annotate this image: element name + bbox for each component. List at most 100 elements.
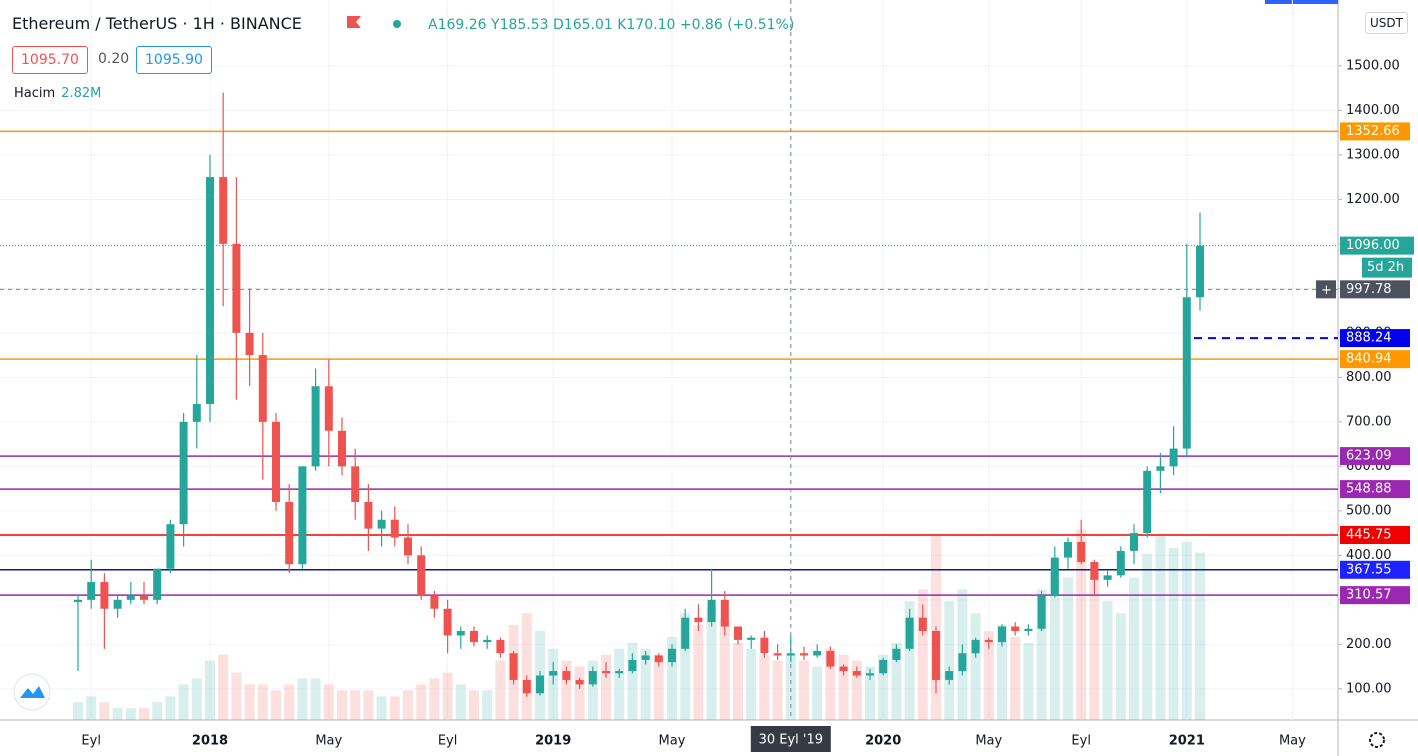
volume-bar [125, 708, 136, 720]
y-tick-label: 1300.00 [1346, 147, 1400, 162]
candle-body [602, 671, 610, 674]
volume-bar [297, 678, 308, 720]
candle-body [430, 595, 439, 609]
volume-bar [627, 642, 638, 720]
level-label: 623.09 [1346, 449, 1392, 464]
volume-bar [416, 684, 427, 720]
level-label: 548.88 [1346, 482, 1392, 497]
candle-body [192, 404, 201, 422]
x-tick-label: May [315, 734, 342, 749]
volume-bar [1049, 571, 1060, 720]
candle-body [140, 595, 148, 600]
candle-body [1090, 562, 1099, 580]
sell-price[interactable]: 1095.70 [12, 46, 88, 74]
candle-body [100, 582, 109, 609]
candle-body [126, 595, 135, 600]
candle-body [470, 631, 478, 643]
candle-body [364, 501, 373, 529]
volume-bar [205, 660, 215, 720]
volume-bar [86, 696, 97, 720]
candle-body [998, 626, 1006, 643]
candle-body [984, 639, 993, 643]
volume-bar [1010, 636, 1021, 720]
candle-body [958, 653, 967, 672]
candle-body [1064, 542, 1072, 558]
symbol-title[interactable]: Ethereum / TetherUS · 1H · BINANCE [12, 14, 302, 33]
candle-body [694, 617, 703, 623]
y-tick-label: 1500.00 [1346, 58, 1400, 73]
candle-body [760, 637, 769, 654]
candle-body [1077, 542, 1086, 563]
volume-bar [1168, 547, 1179, 720]
level-label-bg [1340, 586, 1410, 605]
volume-bar [838, 654, 849, 720]
candle-body [813, 651, 822, 656]
x-tick-label: 2020 [865, 734, 901, 749]
countdown-bg [1362, 257, 1412, 278]
candle-body [1116, 550, 1125, 576]
candle-body [588, 671, 597, 685]
y-tick-label: 500.00 [1346, 503, 1392, 518]
volume-bar [917, 589, 928, 720]
x-tick-label: May [975, 734, 1002, 749]
y-tick-label: 100.00 [1346, 681, 1392, 696]
candle-body [747, 637, 756, 640]
x-tick-label: 2021 [1169, 734, 1205, 749]
volume-bar [865, 666, 875, 720]
volume-bar [112, 708, 123, 720]
volume-bar [706, 607, 717, 720]
y-tick-label: 1200.00 [1346, 192, 1400, 207]
level-label-bg [1340, 525, 1410, 544]
candle-body [258, 355, 267, 422]
candle-body [892, 648, 901, 660]
level-label-bg [1340, 122, 1410, 141]
candle-body [496, 639, 505, 654]
volume-bar [165, 696, 176, 720]
logo-mark [20, 686, 45, 698]
level-label-bg [1340, 560, 1410, 579]
x-tick-label: Eyl [1071, 734, 1091, 749]
candle-body [734, 626, 742, 640]
candle-body [219, 177, 228, 244]
volume-bar [99, 702, 110, 720]
candle-body [272, 421, 280, 502]
level-label-bg [1340, 480, 1410, 499]
candle-body [1182, 297, 1191, 449]
currency-button[interactable]: USDT [1365, 12, 1408, 34]
spread: 0.20 [92, 46, 136, 72]
volume-bar [244, 684, 255, 720]
flag-icon [347, 16, 361, 28]
live-dot [393, 20, 401, 28]
candle-body [615, 671, 624, 674]
volume-bar [403, 690, 413, 720]
volume-bar [970, 613, 981, 720]
candle-body [74, 599, 82, 603]
volume-bar [878, 654, 889, 720]
top-strip [1265, 0, 1338, 4]
volume-value: 2.82M [61, 86, 102, 101]
y-tick-label: 1400.00 [1346, 103, 1400, 118]
candle-body [773, 653, 782, 656]
volume-bar [191, 678, 202, 720]
volume-bar [983, 630, 994, 720]
volume-bar [997, 625, 1007, 720]
candle-body [443, 608, 452, 636]
x-tick-label: Eyl [81, 734, 101, 749]
last-price-label-bg [1340, 236, 1414, 255]
x-tick-label: 2018 [192, 734, 228, 749]
y-tick-label: 400.00 [1346, 548, 1392, 563]
buy-price[interactable]: 1095.90 [136, 46, 212, 74]
volume-bar [653, 654, 664, 720]
volume-bar [495, 660, 506, 720]
candle-body [377, 519, 386, 529]
level-label: 1352.66 [1346, 124, 1400, 139]
candle-body [1011, 626, 1020, 632]
volume-bar [1115, 613, 1126, 720]
x-tick-label: May [1279, 734, 1306, 749]
volume-bar [667, 636, 677, 720]
volume-bar [1195, 552, 1205, 720]
candle-body [113, 599, 122, 609]
candle-body [232, 243, 241, 333]
volume-bar [733, 642, 743, 720]
